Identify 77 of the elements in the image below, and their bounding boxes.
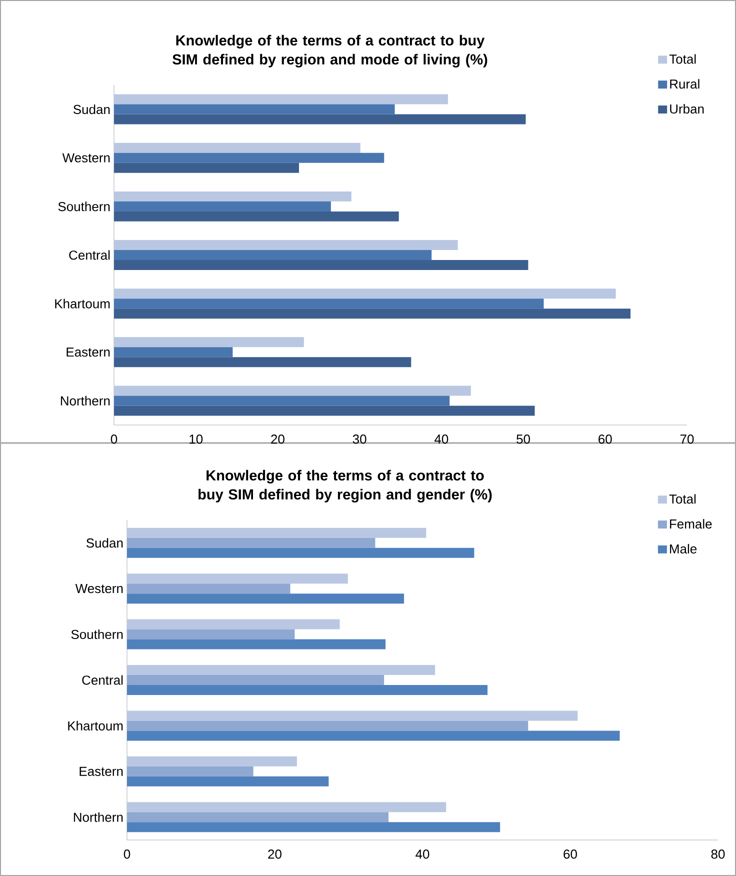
bar (127, 710, 578, 721)
bar (114, 250, 432, 260)
bar (127, 639, 386, 650)
y-tick-label: Eastern (80, 766, 123, 776)
bar (127, 675, 384, 685)
bar (127, 776, 329, 786)
legend-label: Female (670, 519, 712, 529)
bar (127, 685, 488, 695)
y-tick-label: Central (82, 675, 123, 685)
bar (114, 191, 352, 202)
legend-label: Total (669, 54, 696, 64)
bar (114, 337, 304, 348)
chart-title: Knowledge of the terms of a contract to buy SIM defined by region and mode of living (%) (172, 34, 488, 68)
bar (127, 528, 426, 538)
bar (127, 538, 376, 548)
bar (127, 584, 290, 594)
legend-label: Urban (670, 104, 704, 114)
bar (127, 756, 297, 766)
bar (127, 802, 446, 812)
y-tick-label: Northern (74, 812, 123, 822)
x-tick-label: 40 (434, 434, 448, 444)
chart-title: Knowledge of the terms of a contract to buy SIM defined by region and gender (%) (198, 470, 492, 502)
bar (114, 162, 299, 173)
bar (127, 574, 348, 584)
x-tick-label: 70 (680, 434, 694, 444)
x-tick-label: 50 (516, 434, 530, 444)
bar (114, 357, 412, 368)
bar (114, 298, 544, 309)
bar (127, 629, 295, 640)
x-tick-label: 0 (110, 434, 118, 444)
bar (127, 822, 500, 832)
y-tick-label: Southern (58, 202, 110, 212)
bar (114, 201, 331, 212)
bar (127, 766, 254, 776)
y-tick-label: Western (75, 584, 123, 594)
bar (127, 548, 474, 558)
bar (127, 812, 389, 822)
x-tick-label: 20 (268, 850, 282, 859)
x-tick-label: 80 (711, 850, 725, 859)
x-tick-label: 20 (271, 434, 284, 444)
bar (114, 386, 471, 396)
x-tick-label: 60 (598, 434, 612, 444)
bar (127, 730, 620, 741)
y-tick-label: Sudan (86, 538, 123, 548)
bar (114, 240, 458, 250)
y-tick-label: Western (62, 153, 110, 162)
bar (114, 406, 535, 416)
y-tick-label: Central (69, 250, 110, 260)
bar (114, 104, 395, 114)
bar (114, 142, 360, 153)
bar (127, 720, 528, 731)
x-tick-label: 60 (564, 850, 577, 859)
bar (127, 594, 404, 604)
bar (114, 396, 450, 406)
bar (114, 94, 448, 104)
y-tick-label: Khartoum (55, 298, 110, 308)
bar (114, 288, 616, 299)
bar (114, 347, 233, 358)
y-tick-label: Northern (60, 396, 110, 406)
bar (127, 619, 340, 630)
bar (114, 114, 526, 124)
bar (127, 665, 436, 675)
x-tick-label: 30 (352, 434, 366, 444)
y-tick-label: Sudan (73, 104, 110, 114)
y-tick-label: Southern (71, 630, 123, 640)
legend-label: Male (670, 544, 697, 554)
x-tick-label: 0 (124, 850, 130, 859)
bar (114, 211, 399, 222)
y-tick-label: Khartoum (68, 720, 123, 730)
legend-label: Rural (670, 79, 700, 89)
bar (114, 260, 528, 270)
bar (114, 308, 631, 319)
x-tick-label: 10 (190, 434, 203, 444)
bar (114, 152, 384, 163)
x-tick-label: 40 (416, 850, 430, 859)
legend-label: Total (669, 494, 696, 504)
y-tick-label: Eastern (66, 348, 110, 357)
